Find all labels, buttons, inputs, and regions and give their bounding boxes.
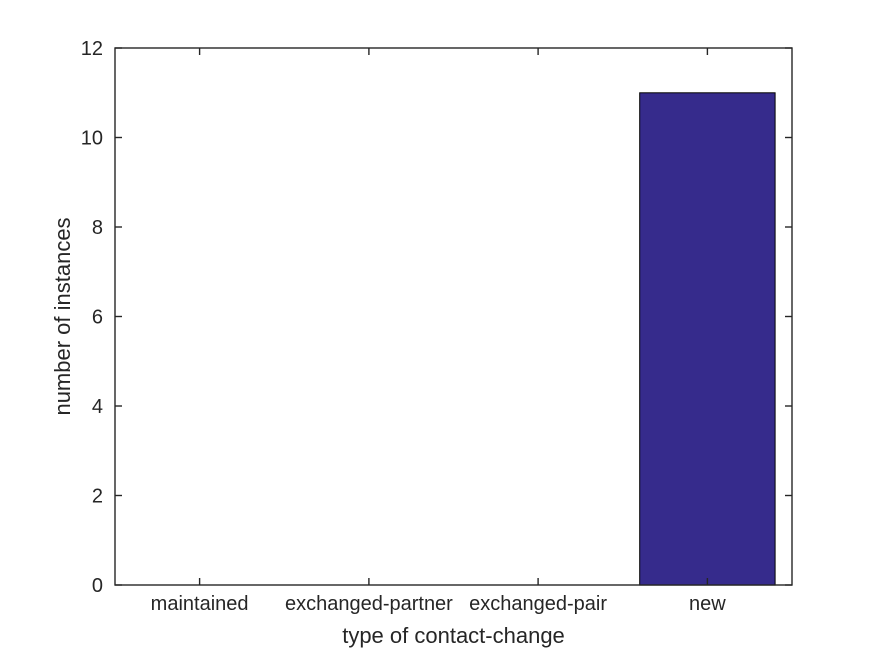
- x-tick-label-maintained: maintained: [151, 593, 249, 615]
- x-tick-label-exchanged-pair: exchanged-pair: [469, 593, 607, 615]
- y-tick-label-2: 2: [92, 486, 103, 508]
- x-axis-label: type of contact-change: [342, 623, 565, 648]
- bars-group: [639, 92, 776, 586]
- y-tick-label-12: 12: [81, 38, 103, 60]
- y-tick-label-6: 6: [92, 307, 103, 329]
- y-tick-label-0: 0: [92, 575, 103, 597]
- y-tick-label-4: 4: [92, 396, 103, 418]
- y-axis-label: number of instances: [50, 217, 75, 415]
- axes-group: [114, 47, 793, 586]
- x-tick-label-new: new: [689, 593, 726, 615]
- y-tick-label-8: 8: [92, 217, 103, 239]
- tick-labels-group: 0 2 4 6 8 10 12 maintained exchanged-partner exch…: [81, 38, 727, 615]
- x-tick-label-exchanged-partner: exchanged-partner: [285, 593, 453, 615]
- y-tick-label-10: 10: [81, 128, 103, 150]
- bar-new: [639, 92, 776, 586]
